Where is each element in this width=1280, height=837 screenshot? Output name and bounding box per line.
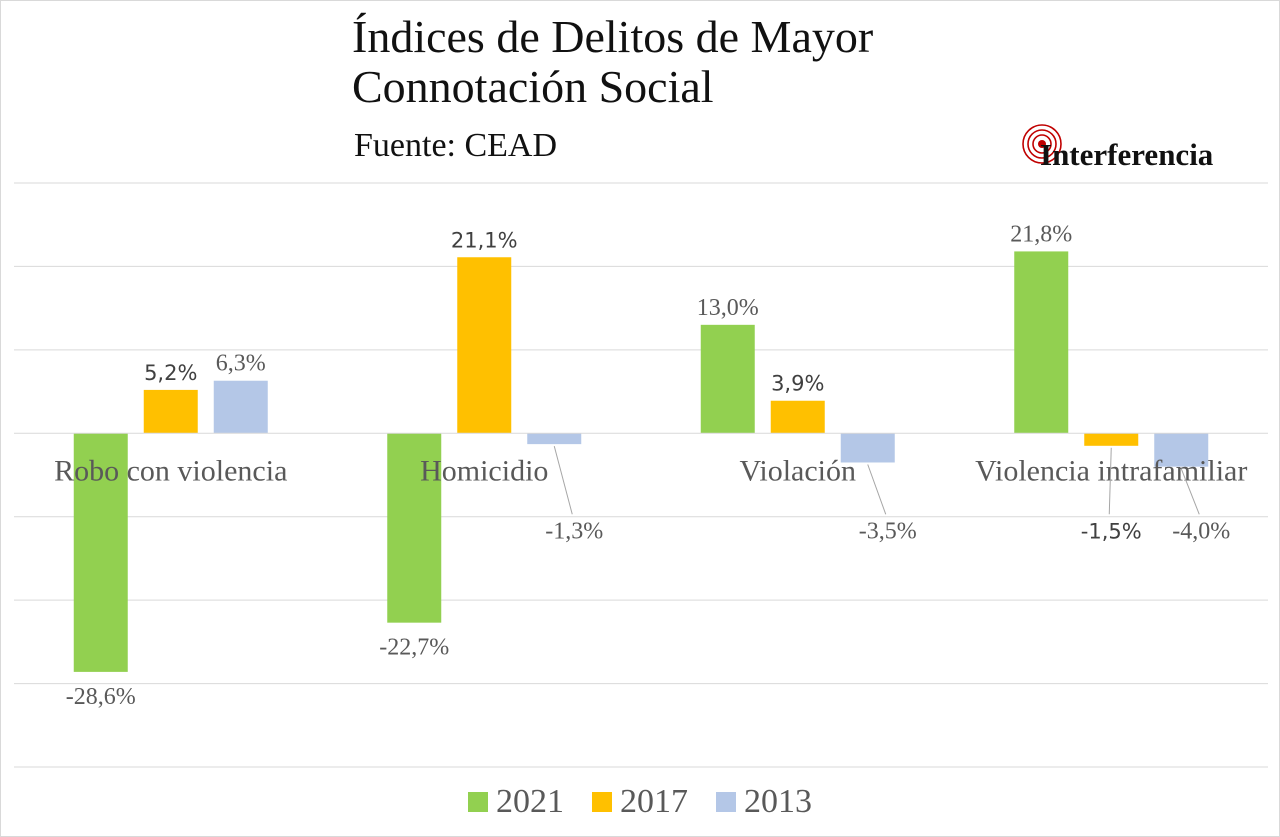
data-label: -1,3% bbox=[545, 518, 603, 544]
logo-text: Interferencia bbox=[1040, 137, 1214, 172]
bar-2021-1 bbox=[387, 433, 442, 623]
leader-line bbox=[867, 464, 887, 515]
data-label: -4,0% bbox=[1172, 518, 1230, 544]
bar-2017-3 bbox=[1084, 433, 1139, 446]
legend-item: 2013 bbox=[716, 783, 812, 821]
chart-legend: 2021 2017 2013 bbox=[0, 780, 1280, 824]
leader-line bbox=[1180, 468, 1200, 515]
legend-item: 2021 bbox=[468, 783, 564, 821]
data-label: -1,5% bbox=[1081, 519, 1142, 543]
data-label: -28,6% bbox=[66, 684, 136, 710]
legend-swatch bbox=[716, 792, 736, 812]
signal-rings-icon bbox=[1022, 124, 1062, 164]
bar-2021-3 bbox=[1014, 251, 1069, 434]
bar-2013-2 bbox=[840, 433, 895, 463]
category-label: Robo con violencia bbox=[54, 454, 287, 487]
bar-2017-1 bbox=[457, 257, 512, 434]
bar-2017-2 bbox=[770, 400, 825, 434]
legend-swatch bbox=[592, 792, 612, 812]
interferencia-logo: Interferencia bbox=[1022, 122, 1252, 172]
data-label: 3,9% bbox=[771, 372, 824, 396]
bar-2021-2 bbox=[700, 324, 755, 434]
legend-label: 2017 bbox=[620, 783, 688, 820]
category-label: Homicidio bbox=[420, 454, 548, 487]
chart-title: Índices de Delitos de Mayor Connotación … bbox=[352, 11, 874, 112]
data-label: 6,3% bbox=[216, 351, 266, 377]
data-label: 5,2% bbox=[144, 361, 197, 385]
legend-label: 2013 bbox=[744, 783, 812, 820]
bar-2017-0 bbox=[143, 389, 198, 434]
leader-line bbox=[1108, 447, 1112, 515]
data-label: 13,0% bbox=[697, 295, 759, 321]
legend-label: 2021 bbox=[496, 783, 564, 820]
bar-2013-0 bbox=[213, 380, 268, 434]
data-label: 21,1% bbox=[451, 228, 518, 252]
legend-swatch bbox=[468, 792, 488, 812]
legend-item: 2017 bbox=[592, 783, 688, 821]
bar-2021-0 bbox=[73, 433, 128, 672]
leader-line bbox=[553, 446, 573, 515]
data-label: -3,5% bbox=[859, 518, 917, 544]
bar-2013-1 bbox=[527, 433, 582, 445]
data-label: -22,7% bbox=[379, 635, 449, 661]
chart-subtitle: Fuente: CEAD bbox=[354, 127, 558, 164]
data-label: 21,8% bbox=[1010, 221, 1072, 247]
category-label: Violación bbox=[740, 454, 857, 487]
bar-2013-3 bbox=[1154, 433, 1209, 467]
